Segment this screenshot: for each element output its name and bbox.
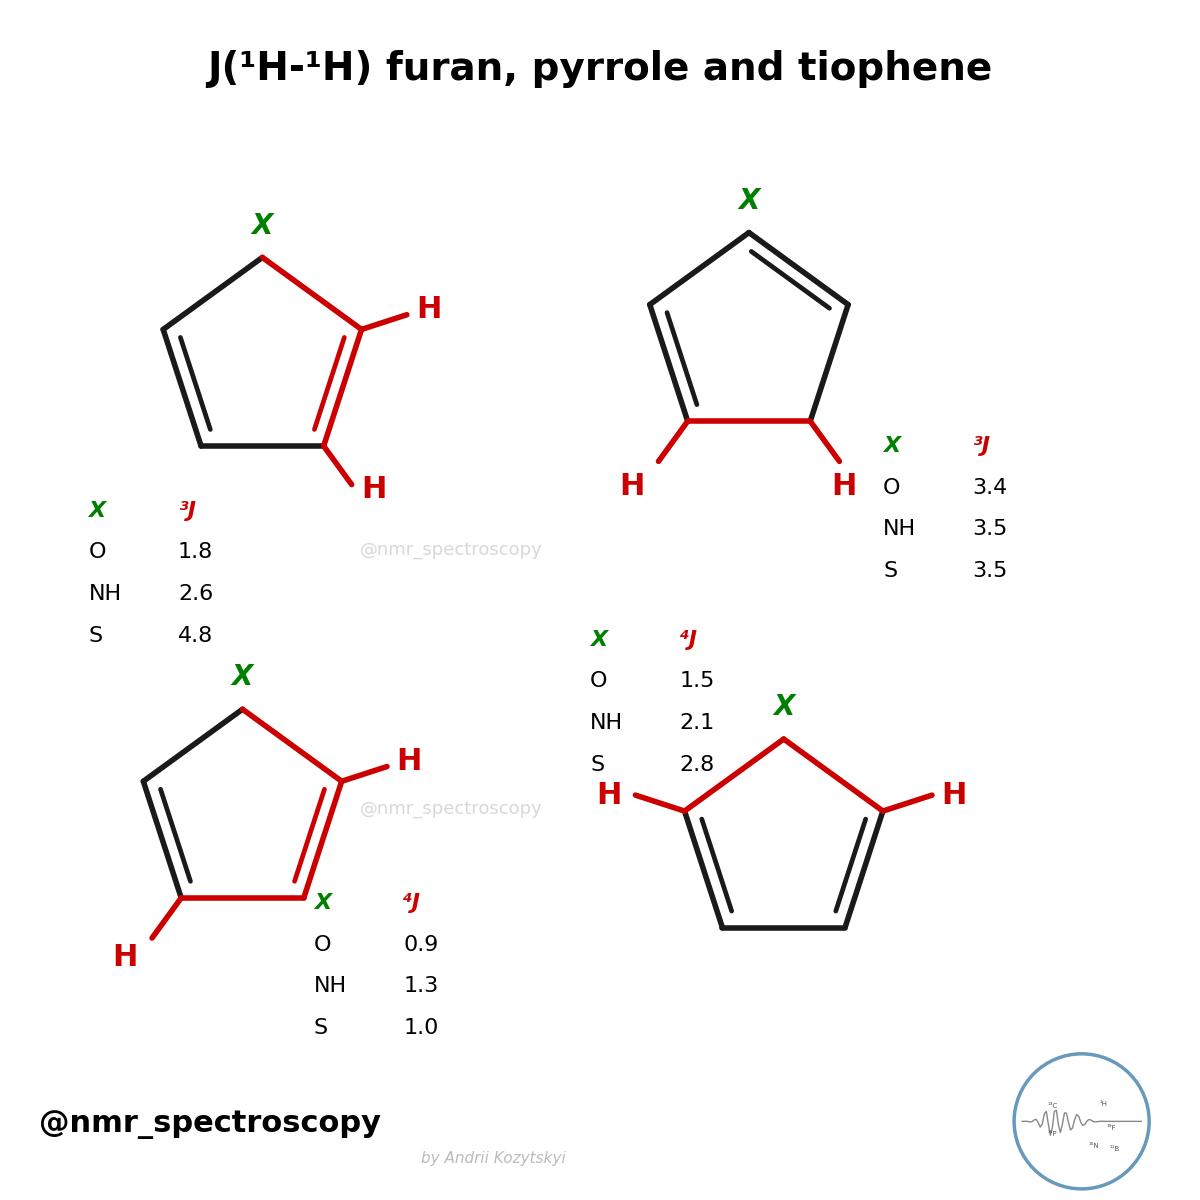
Text: ³J: ³J <box>178 500 196 521</box>
Text: X: X <box>89 500 106 521</box>
Text: H: H <box>941 781 966 810</box>
Text: O: O <box>883 478 900 498</box>
Text: ¹¹B: ¹¹B <box>1110 1146 1120 1152</box>
Text: H: H <box>832 472 857 500</box>
Text: S: S <box>883 562 898 581</box>
Text: X: X <box>313 893 331 913</box>
Text: 1.8: 1.8 <box>178 542 214 563</box>
Text: S: S <box>590 755 604 775</box>
Text: H: H <box>396 748 421 776</box>
Text: H: H <box>361 475 386 504</box>
Text: ⁴J: ⁴J <box>403 893 421 913</box>
Text: 2.1: 2.1 <box>679 713 715 733</box>
Text: ³J: ³J <box>972 436 990 456</box>
Text: @nmr_spectroscopy: @nmr_spectroscopy <box>38 1110 380 1139</box>
Text: NH: NH <box>883 520 916 540</box>
Text: J(¹H-¹H) furan, pyrrole and tiophene: J(¹H-¹H) furan, pyrrole and tiophene <box>208 49 992 88</box>
Text: by Andrii Kozytskyi: by Andrii Kozytskyi <box>421 1151 566 1165</box>
Text: 1.0: 1.0 <box>403 1018 438 1038</box>
Text: H: H <box>619 472 644 500</box>
Text: X: X <box>590 630 607 649</box>
Text: ¹H: ¹H <box>1100 1100 1108 1106</box>
Text: 2.8: 2.8 <box>679 755 715 775</box>
Text: S: S <box>89 625 103 646</box>
Text: 3.5: 3.5 <box>972 562 1008 581</box>
Text: NH: NH <box>313 977 347 996</box>
Text: 3.5: 3.5 <box>972 520 1008 540</box>
Text: ¹³C: ¹³C <box>1048 1103 1057 1109</box>
Text: O: O <box>89 542 106 563</box>
Text: X: X <box>738 187 760 215</box>
Text: X: X <box>773 694 794 721</box>
Text: 0.9: 0.9 <box>403 935 438 954</box>
Text: NH: NH <box>89 584 121 604</box>
Text: X: X <box>883 436 900 456</box>
Text: O: O <box>590 672 607 691</box>
Text: H: H <box>113 943 138 972</box>
Text: 2.6: 2.6 <box>178 584 214 604</box>
Text: ¹⁵N: ¹⁵N <box>1088 1142 1099 1148</box>
Text: O: O <box>313 935 331 954</box>
Text: 1.5: 1.5 <box>679 672 715 691</box>
Text: X: X <box>252 211 274 240</box>
Text: H: H <box>596 781 622 810</box>
Text: 3.4: 3.4 <box>972 478 1008 498</box>
Text: H: H <box>416 295 442 324</box>
Text: ¹⁹F: ¹⁹F <box>1106 1126 1116 1132</box>
Text: @nmr_spectroscopy: @nmr_spectroscopy <box>360 541 542 559</box>
Text: ⁴J: ⁴J <box>679 630 697 649</box>
Text: X: X <box>232 664 253 691</box>
Text: ³¹P: ³¹P <box>1048 1130 1057 1136</box>
Text: 4.8: 4.8 <box>178 625 214 646</box>
Text: 1.3: 1.3 <box>403 977 438 996</box>
Text: S: S <box>313 1018 328 1038</box>
Text: NH: NH <box>590 713 623 733</box>
Text: @nmr_spectroscopy: @nmr_spectroscopy <box>360 799 542 817</box>
